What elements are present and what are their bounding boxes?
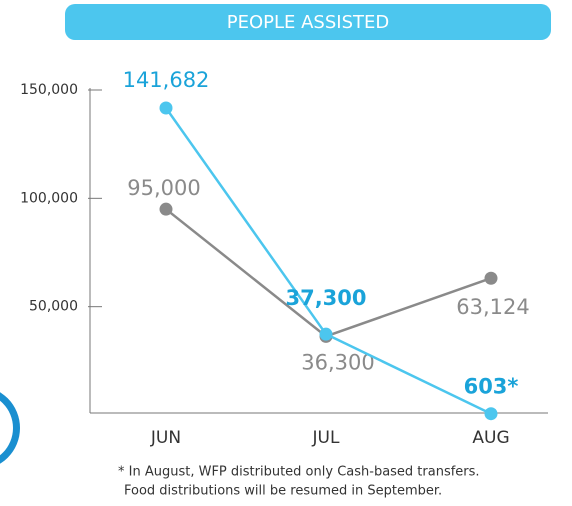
data-label: 95,000	[127, 176, 200, 200]
data-label: 603*	[464, 375, 519, 399]
data-label: 37,300	[285, 286, 366, 310]
data-point	[159, 202, 173, 216]
data-point	[484, 407, 498, 421]
title-banner	[65, 4, 551, 40]
x-tick-label: JUL	[312, 428, 340, 448]
x-tick-label: AUG	[472, 428, 509, 448]
data-label: 63,124	[456, 295, 529, 319]
x-tick-label: JUN	[150, 428, 181, 448]
series-line	[165, 208, 492, 338]
footnote: * In August, WFP distributed only Cash-b…	[118, 465, 480, 480]
data-point	[319, 327, 333, 341]
decor-circle-inner	[0, 400, 13, 456]
footnote: Food distributions will be resumed in Se…	[124, 484, 442, 499]
y-tick-label: 150,000	[20, 82, 78, 98]
data-label: 141,682	[123, 68, 210, 92]
y-tick-label: 100,000	[20, 190, 78, 206]
data-label: 36,300	[301, 350, 374, 374]
y-tick-label: 50,000	[29, 299, 78, 315]
data-point	[159, 101, 173, 115]
chart-title: PEOPLE ASSISTED	[227, 12, 390, 33]
data-point	[484, 271, 498, 285]
